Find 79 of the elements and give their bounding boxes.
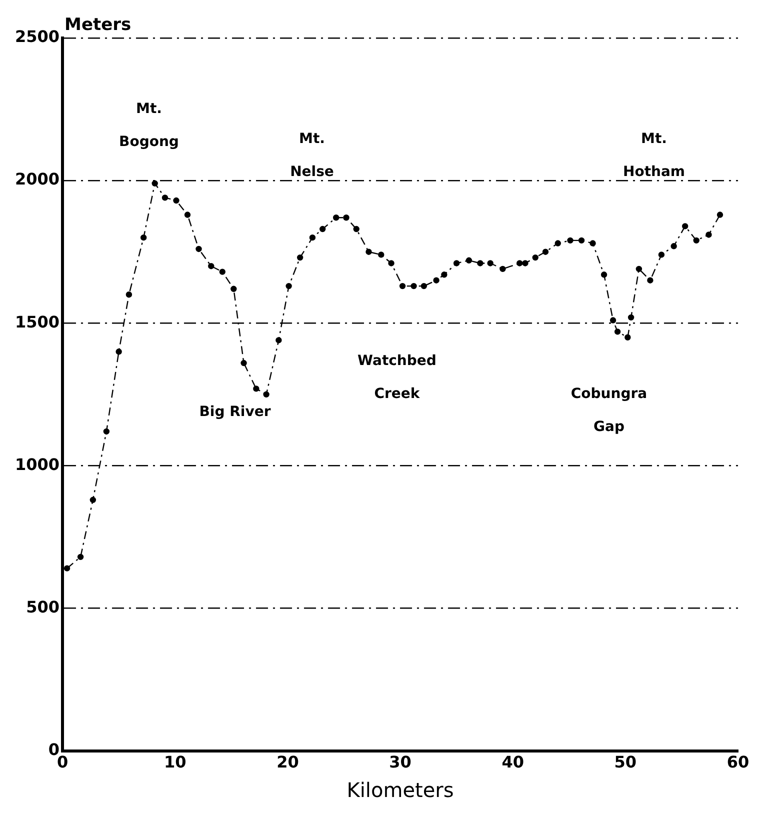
point — [628, 314, 634, 321]
point — [219, 268, 226, 275]
point — [477, 260, 484, 266]
text: Cobungra Gap — [570, 386, 648, 435]
point — [542, 248, 549, 255]
point — [173, 197, 180, 204]
point — [184, 212, 191, 218]
x-tick-label: 50 — [614, 752, 637, 772]
point — [466, 257, 472, 264]
point — [433, 277, 440, 284]
y-tick-label: 2500 — [15, 27, 60, 46]
x-tick-label: 10 — [164, 752, 186, 772]
point — [296, 254, 304, 261]
point — [208, 262, 214, 270]
point — [658, 252, 665, 258]
point — [516, 260, 523, 266]
point — [77, 554, 84, 560]
point — [554, 240, 561, 246]
point — [410, 282, 417, 290]
text: Mt. Bogong — [119, 101, 179, 150]
point — [90, 496, 96, 503]
point — [600, 272, 608, 278]
point — [388, 260, 394, 266]
point — [162, 194, 168, 201]
point — [522, 260, 528, 266]
point — [343, 214, 350, 221]
point — [64, 565, 70, 572]
y-tick-label: 2000 — [15, 170, 60, 189]
x-axis-title: Kilometers — [346, 778, 454, 802]
point — [399, 282, 406, 290]
point — [636, 266, 642, 272]
point — [578, 237, 585, 244]
point — [614, 328, 621, 335]
text: Mt. Nelse — [290, 131, 334, 180]
point — [152, 180, 158, 187]
point — [624, 334, 631, 340]
annotation: Big River — [198, 403, 272, 422]
y-axis-title: Meters — [64, 14, 132, 35]
point — [441, 272, 448, 278]
point — [103, 428, 110, 435]
point — [420, 282, 428, 290]
point — [140, 234, 147, 241]
point — [116, 348, 122, 355]
point — [487, 260, 494, 266]
point — [253, 386, 260, 392]
point — [309, 234, 316, 241]
point — [263, 391, 270, 398]
point — [378, 252, 384, 258]
y-tick-label: 1500 — [15, 312, 60, 332]
point — [500, 266, 506, 272]
text: Mt. Hotham — [622, 131, 686, 180]
x-tick-label: 20 — [276, 752, 299, 772]
x-tick-label: 30 — [389, 752, 412, 772]
point — [647, 277, 654, 284]
point — [682, 223, 688, 230]
point — [610, 317, 616, 324]
point — [230, 286, 237, 292]
point — [332, 214, 340, 221]
point — [276, 337, 282, 344]
point — [706, 232, 712, 238]
x-tick-label: 40 — [502, 752, 524, 772]
text: Watchbed Creek — [358, 353, 436, 402]
point — [693, 237, 700, 244]
point — [670, 243, 677, 250]
point — [196, 246, 202, 252]
y-tick-label: 500 — [26, 597, 60, 616]
point — [240, 360, 247, 366]
point — [353, 226, 360, 232]
point — [126, 292, 132, 298]
x-tick-label: 60 — [726, 752, 750, 772]
point — [567, 237, 574, 244]
point — [453, 260, 460, 266]
point — [286, 282, 292, 290]
point — [366, 248, 372, 255]
point — [532, 254, 538, 261]
point — [319, 226, 326, 232]
point — [716, 212, 724, 218]
point — [590, 240, 596, 246]
y-tick-label: 1000 — [15, 454, 60, 474]
